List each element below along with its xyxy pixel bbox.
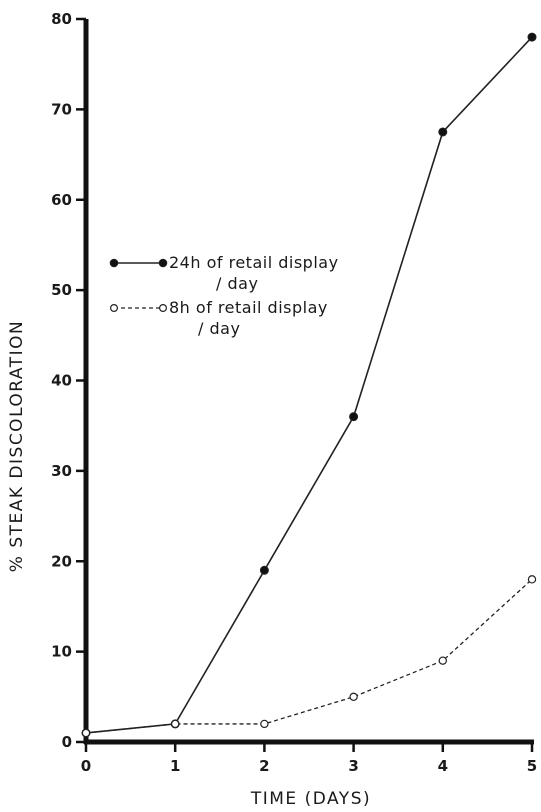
- y-tick-label: 50: [51, 281, 72, 299]
- y-axis-title: % STEAK DISCOLORATION: [7, 320, 27, 572]
- y-tick-label: 80: [51, 10, 72, 28]
- data-point: [438, 127, 448, 137]
- legend-label: 24h of retail display: [169, 253, 339, 272]
- x-tick-label: 0: [81, 757, 91, 775]
- y-tick-label: 40: [51, 372, 72, 390]
- x-tick-label: 4: [438, 757, 448, 775]
- legend-marker: [109, 258, 119, 268]
- x-tick-label: 2: [259, 757, 269, 775]
- data-point: [81, 728, 91, 738]
- series-2: [81, 575, 537, 738]
- data-point: [438, 656, 447, 665]
- data-point: [527, 575, 537, 584]
- data-point: [259, 565, 269, 575]
- legend-entry-1: 24h of retail display / day: [109, 253, 339, 293]
- data-point: [260, 719, 269, 729]
- x-tick-label: 5: [527, 757, 537, 775]
- data-point: [349, 412, 359, 422]
- y-tick-label: 60: [51, 191, 72, 209]
- legend-marker: [159, 304, 168, 313]
- series-line: [85, 36, 533, 734]
- series-layer: [81, 32, 537, 738]
- series-line: [85, 578, 533, 734]
- data-point: [170, 719, 180, 729]
- y-tick-label: 70: [51, 100, 72, 118]
- data-point: [527, 32, 537, 42]
- legend-entry-2: 8h of retail display / day: [109, 298, 328, 338]
- y-tick-label: 0: [62, 733, 72, 751]
- data-point: [349, 692, 358, 702]
- legend-label: / day: [216, 274, 258, 293]
- y-tick-label: 20: [51, 552, 72, 570]
- chart-axes: [83, 19, 534, 745]
- x-tick-label: 1: [170, 757, 180, 775]
- legend-marker: [158, 258, 168, 268]
- y-tick-label: 30: [51, 462, 72, 480]
- legend-marker: [109, 304, 118, 313]
- legend-label: / day: [198, 319, 240, 338]
- x-tick-label: 3: [348, 757, 358, 775]
- axis-ticks: 0 10 20 30 40 50 60 70 80 0 1 2 3 4 5: [51, 10, 537, 775]
- series-1: [81, 32, 537, 738]
- y-tick-label: 10: [51, 643, 72, 661]
- x-axis-title: TIME (DAYS): [250, 789, 371, 809]
- legend-label: 8h of retail display: [169, 298, 328, 317]
